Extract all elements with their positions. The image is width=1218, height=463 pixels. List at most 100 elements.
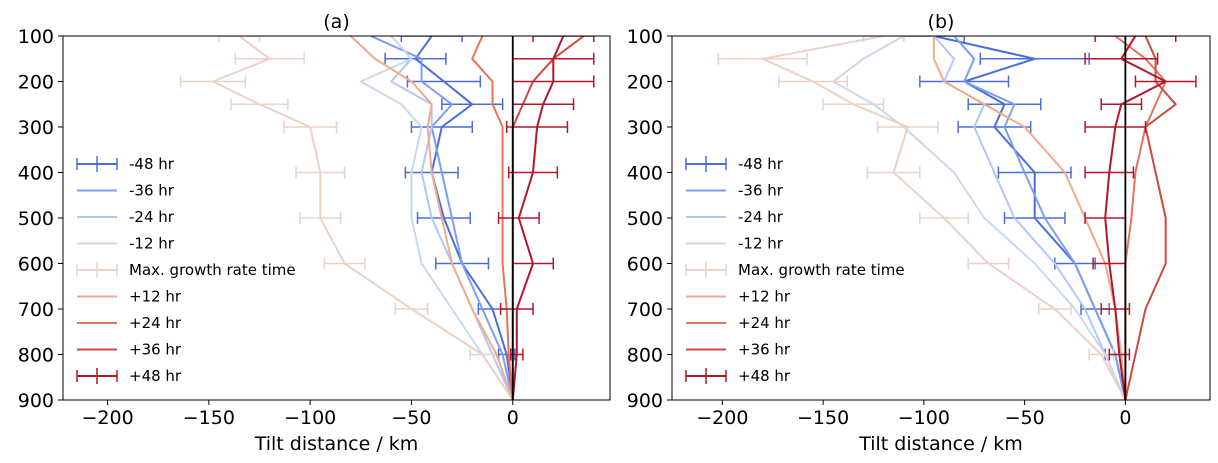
x-tick-label: −50 (391, 407, 431, 429)
y-tick-label: 100 (627, 26, 663, 48)
x-tick-label: −150 (183, 407, 235, 429)
error-bar (323, 257, 366, 270)
legend-label: +36 hr (738, 341, 791, 359)
error-bar (295, 166, 346, 179)
error-bar (179, 75, 247, 88)
error-bar (218, 36, 261, 42)
error-bar (406, 75, 482, 88)
error-bar (822, 98, 885, 111)
legend-label: -36 hr (129, 182, 175, 200)
y-tick-label: 300 (627, 117, 663, 139)
error-bar (1134, 75, 1197, 88)
error-bar (299, 212, 342, 224)
y-tick-label: 300 (18, 117, 54, 139)
legend-entry: Max. growth rate time (76, 261, 296, 279)
legend-label: -48 hr (738, 155, 784, 173)
error-bar (394, 303, 429, 315)
error-bar (1084, 121, 1147, 133)
legend-label: -12 hr (738, 235, 784, 253)
series-line-24-hr (933, 36, 1127, 400)
x-tick-label: 0 (1119, 407, 1131, 429)
y-tick-label: 800 (627, 345, 663, 367)
legend: -48 hr -36 hr -24 hr -12 hr Max. growth rate… (76, 155, 296, 385)
error-bar (717, 52, 808, 65)
x-tick-label: −100 (898, 407, 950, 429)
series-line-36-hr (370, 36, 514, 400)
y-tick-label: 600 (18, 254, 54, 276)
legend-entry: +12 hr (77, 288, 182, 306)
y-tick-label: 200 (627, 72, 663, 94)
legend-entry: -12 hr (77, 235, 175, 253)
legend-label: Max. growth rate time (129, 261, 296, 279)
x-tick-label: −150 (797, 407, 849, 429)
y-tick-label: 500 (18, 208, 54, 230)
series-line-24-hr (471, 36, 514, 400)
legend-entry: -48 hr (76, 155, 175, 173)
y-tick-label: 700 (18, 299, 54, 321)
legend-entry: -36 hr (77, 182, 175, 200)
error-bar (1094, 36, 1177, 42)
error-bar (979, 52, 1090, 65)
legend-entry: -36 hr (686, 182, 784, 200)
series-line-12-hr (350, 36, 514, 400)
legend-label: +48 hr (738, 367, 791, 385)
error-bar (1084, 52, 1159, 65)
x-tick-label: −200 (81, 407, 133, 429)
legend-label: -24 hr (129, 208, 175, 226)
error-bar (997, 166, 1072, 179)
y-tick-label: 500 (627, 208, 663, 230)
y-tick-label: 900 (627, 390, 663, 412)
y-tick-label: 600 (627, 254, 663, 276)
legend-entry: -24 hr (686, 208, 784, 226)
series-line-36-hr (1124, 36, 1177, 400)
plot-area (717, 36, 1197, 400)
error-bar (532, 36, 595, 42)
plot-area (179, 36, 595, 400)
y-tick-label: 400 (627, 163, 663, 185)
legend-entry: -24 hr (77, 208, 175, 226)
y-tick-label: 900 (18, 390, 54, 412)
legend-label: Max. growth rate time (738, 261, 905, 279)
legend-label: -48 hr (129, 155, 175, 173)
legend-label: +24 hr (738, 314, 791, 332)
x-tick-label: −200 (696, 407, 748, 429)
legend-entry: +36 hr (686, 341, 791, 359)
legend-entry: +48 hr (76, 367, 182, 385)
error-bar (499, 303, 534, 315)
error-bar (384, 52, 447, 65)
y-tick-label: 100 (18, 26, 54, 48)
legend-label: +12 hr (738, 288, 791, 306)
error-bar (400, 36, 463, 42)
y-tick-label: 800 (18, 345, 54, 367)
legend-entry: -12 hr (686, 235, 784, 253)
panel-title: (a) (323, 11, 349, 33)
x-tick-label: 0 (507, 407, 519, 429)
error-bar (778, 75, 849, 88)
series-line-12-hr (359, 36, 514, 400)
error-bar (866, 166, 921, 179)
series-line-12-hr (832, 36, 1127, 400)
y-tick-label: 400 (18, 163, 54, 185)
error-bar (230, 98, 289, 111)
legend: -48 hr -36 hr -24 hr -12 hr Max. growth rate… (685, 155, 905, 385)
x-axis-title: Tilt distance / km (858, 433, 1023, 455)
error-bar (957, 121, 1032, 133)
error-bar (234, 52, 305, 65)
legend-label: +12 hr (129, 288, 182, 306)
legend-label: -12 hr (129, 235, 175, 253)
legend-entry: +24 hr (686, 314, 791, 332)
legend-entry: -48 hr (685, 155, 784, 173)
x-tick-label: −50 (1005, 407, 1045, 429)
x-axis-title: Tilt distance / km (254, 433, 419, 455)
legend-label: -24 hr (738, 208, 784, 226)
legend-entry: +12 hr (686, 288, 791, 306)
x-tick-label: −100 (284, 407, 336, 429)
error-bar (919, 212, 969, 224)
series-line-36-hr (953, 36, 1127, 400)
legend-entry: +36 hr (77, 341, 182, 359)
legend-label: +48 hr (129, 367, 182, 385)
error-bar (1037, 303, 1072, 315)
panel-a: (a) −200 −150 −100 −50 0 100 200 300 400 500 600 700… (18, 11, 611, 455)
error-bar (967, 98, 1042, 111)
